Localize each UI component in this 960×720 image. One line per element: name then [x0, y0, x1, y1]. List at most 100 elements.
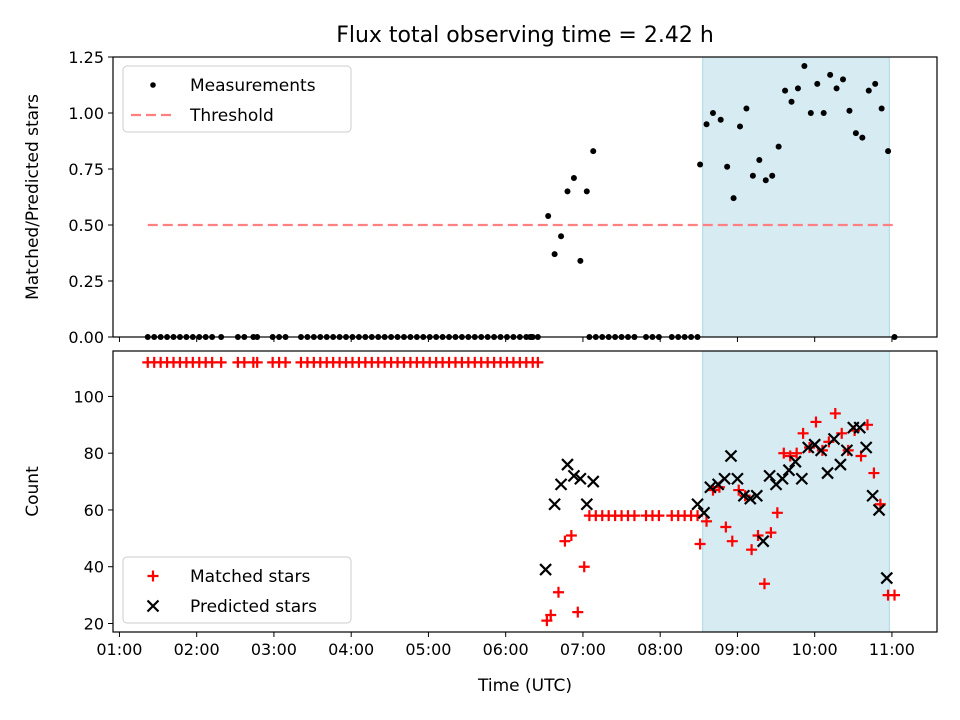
- predicted-star-point: [554, 478, 568, 491]
- legend-box: [122, 65, 352, 133]
- matched-star-point: [694, 538, 706, 550]
- y-tick-label: 60: [84, 501, 104, 520]
- predicted-star-point: [834, 458, 847, 471]
- y-tick-label: 1.25: [68, 48, 104, 67]
- measurement-point: [756, 157, 763, 164]
- predicted-star-point: [880, 571, 894, 585]
- measurement-point: [833, 85, 840, 92]
- predicted-star-point: [718, 472, 731, 486]
- measurement-point: [840, 76, 847, 83]
- measurement-point: [788, 98, 795, 105]
- legend-label: Measurements: [190, 76, 316, 96]
- measurement-point: [583, 188, 590, 195]
- matched-star-point: [868, 467, 880, 479]
- legend-box: [122, 556, 352, 624]
- measurement-point: [545, 213, 552, 220]
- predicted-star-point: [561, 458, 574, 471]
- matched-star-point: [726, 535, 738, 547]
- predicted-star-point: [814, 444, 828, 457]
- ratio-panel: 0.00 0.25 0.50 0.75 1.00 1.25 Matched/Predict…: [23, 48, 938, 347]
- count-panel-frame: [112, 350, 938, 633]
- measurement-point: [743, 105, 750, 112]
- count-legend: Matched stars Predicted stars: [122, 556, 352, 624]
- predicted-star-point: [580, 497, 594, 511]
- legend-label: Threshold: [189, 106, 274, 126]
- legend-label: Matched stars: [190, 567, 310, 587]
- time-x-axis-label: Time (UTC): [477, 676, 572, 696]
- y-tick-label: 20: [84, 614, 104, 633]
- measurement-point: [570, 174, 577, 181]
- predicted-star-point: [586, 475, 600, 488]
- measurement-point: [703, 121, 710, 128]
- measurement-point: [852, 130, 859, 137]
- predicted-star-point: [801, 441, 815, 454]
- measurement-point: [558, 233, 565, 240]
- chart-title: Flux total observing time = 2.42 h: [336, 23, 714, 48]
- predicted-star-point: [691, 497, 704, 511]
- matched-star-point: [532, 356, 544, 368]
- matched-star-point: [552, 586, 564, 598]
- predicted-star-point: [853, 421, 867, 434]
- measurement-point: [762, 177, 769, 184]
- legend-x-icon: [146, 599, 160, 613]
- matched-star-point: [653, 510, 665, 522]
- x-tick-label: 04:00: [328, 640, 374, 659]
- measurement-point: [577, 257, 584, 264]
- predicted-star-point: [795, 472, 809, 486]
- matched-star-point: [758, 578, 770, 590]
- matched-star-point: [280, 356, 292, 368]
- measurement-point: [709, 110, 716, 116]
- measurement-point: [814, 80, 821, 87]
- predicted-star-point: [539, 563, 552, 576]
- matched-star-point: [746, 544, 758, 556]
- ratio-y-axis-label: Matched/Predicted stars: [23, 94, 43, 300]
- measurement-point: [859, 134, 866, 141]
- predicted-star-point: [574, 472, 587, 486]
- y-tick-label: 80: [84, 444, 104, 463]
- x-tick-label: 07:00: [560, 640, 606, 659]
- legend-plus-icon: [147, 570, 159, 582]
- measurement-point: [820, 110, 827, 116]
- y-tick-label: 100: [73, 387, 104, 406]
- ratio-panel-frame: [112, 56, 938, 338]
- matched-star-point: [545, 609, 557, 621]
- measurement-point: [794, 85, 801, 92]
- matched-star-point: [771, 507, 783, 519]
- measurement-point: [872, 80, 879, 87]
- observing-window-span: [702, 350, 890, 633]
- matched-star-point: [765, 527, 777, 539]
- predicted-star-point: [704, 480, 717, 494]
- measurement-point: [885, 148, 892, 155]
- predicted-star-point: [821, 466, 834, 480]
- predicted-star-point: [872, 503, 886, 517]
- measurement-point: [807, 110, 814, 116]
- predicted-star-point: [763, 469, 776, 483]
- measurement-point: [590, 148, 597, 155]
- x-tick-label: 05:00: [405, 640, 451, 659]
- count-y-axis-label: Count: [23, 466, 43, 517]
- matched-star-point: [628, 510, 640, 522]
- y-tick-label: 40: [84, 558, 104, 577]
- x-tick-label: 02:00: [174, 640, 220, 659]
- x-tick-label: 03:00: [251, 640, 297, 659]
- matched-star-point: [565, 529, 577, 541]
- measurement-point: [782, 87, 789, 94]
- measurement-point: [717, 116, 724, 123]
- matched-star-point: [720, 521, 732, 533]
- predicted-star-point: [737, 489, 751, 503]
- matched-star-point: [215, 356, 227, 368]
- legend-label: Predicted stars: [190, 597, 317, 617]
- y-tick-label: 1.00: [68, 104, 104, 123]
- measurement-point: [724, 163, 731, 170]
- predicted-star-point: [750, 489, 764, 503]
- predicted-star-point: [697, 506, 711, 520]
- measurement-point: [730, 195, 737, 202]
- legend-dot-icon: [150, 82, 156, 88]
- matched-star-point: [701, 515, 713, 527]
- measurement-point: [697, 161, 704, 168]
- measurement-point: [737, 123, 744, 130]
- x-tick-label: 09:00: [714, 640, 760, 659]
- predicted-star-point: [840, 444, 854, 457]
- predicted-star-point: [731, 472, 744, 486]
